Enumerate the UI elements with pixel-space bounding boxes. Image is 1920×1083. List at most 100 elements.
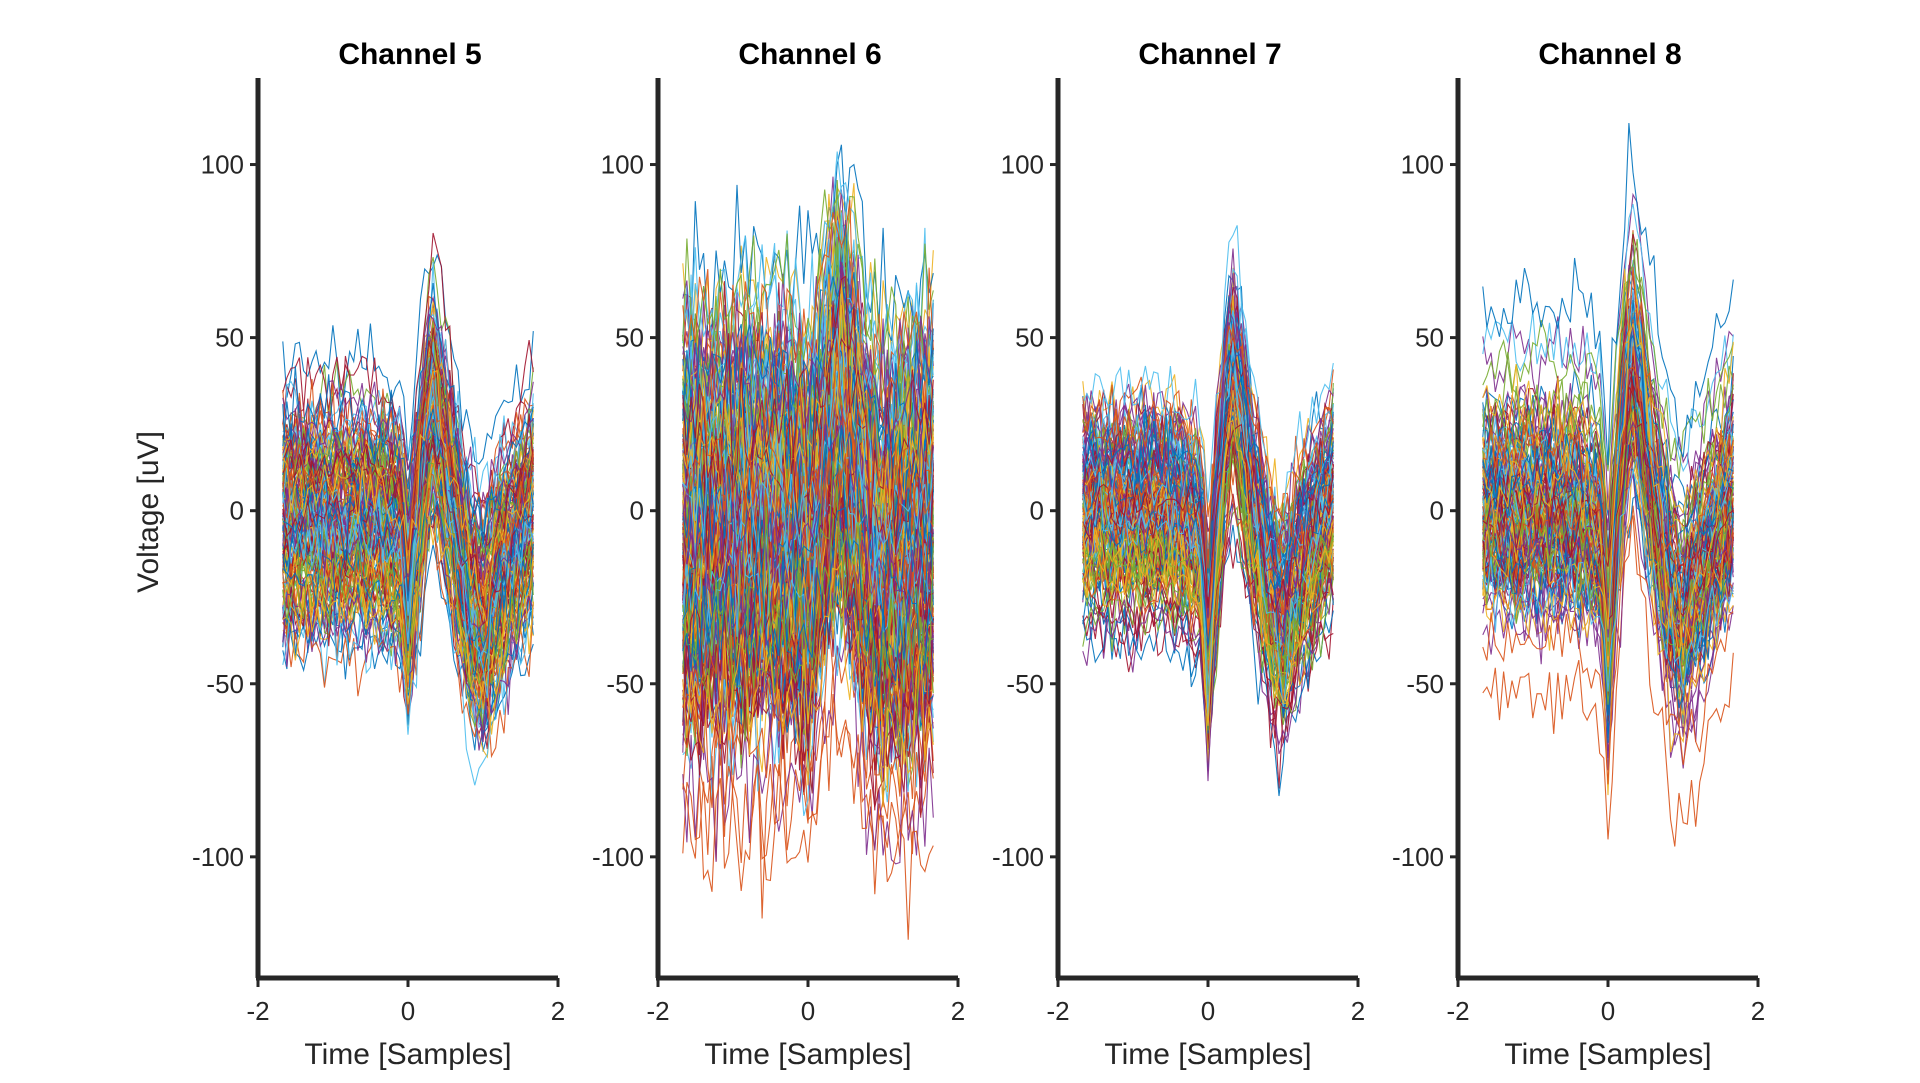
trace-line	[1482, 405, 1734, 743]
trace-line	[682, 393, 934, 620]
trace-line	[1082, 346, 1334, 597]
y-tick-label: 0	[1430, 496, 1444, 526]
x-tick-label: 0	[1201, 996, 1215, 1026]
y-tick-label: 100	[1401, 150, 1444, 180]
trace-line	[1082, 344, 1334, 587]
trace-line	[682, 506, 934, 696]
x-tick-label: 0	[1601, 996, 1615, 1026]
y-tick-label: -100	[992, 842, 1044, 872]
panel-2: Channel 6 -100 -50 0 50 100 -2 0 2 Time [Samples]	[592, 38, 965, 1071]
trace-line	[282, 466, 534, 786]
x-tick-label: 2	[1751, 996, 1765, 1026]
trace-line	[1482, 411, 1734, 667]
y-tick-label: -100	[592, 842, 644, 872]
trace-line	[682, 232, 934, 459]
trace-line	[1482, 268, 1734, 515]
waveform-traces	[682, 144, 934, 940]
y-tick-label: -50	[1006, 669, 1044, 699]
trace-line	[1482, 456, 1734, 694]
x-tick-label: 2	[551, 996, 565, 1026]
y-tick-label: 50	[1415, 323, 1444, 353]
trace-line	[1482, 515, 1734, 785]
x-tick-label: 0	[401, 996, 415, 1026]
x-axis-label: Time [Samples]	[304, 1038, 511, 1071]
trace-line	[1482, 122, 1734, 466]
x-tick-label: -2	[1446, 996, 1469, 1026]
x-axis-label: Time [Samples]	[1104, 1038, 1311, 1071]
y-tick-label: 50	[615, 323, 644, 353]
panel-title: Channel 7	[1138, 38, 1281, 71]
x-tick-label: 2	[951, 996, 965, 1026]
trace-line	[282, 282, 534, 542]
y-tick-label: -50	[206, 669, 244, 699]
trace-line	[1482, 406, 1734, 656]
waveform-traces	[1482, 122, 1734, 847]
y-tick-label: 50	[215, 323, 244, 353]
trace-line	[682, 461, 934, 694]
panel-3: Channel 7 -100 -50 0 50 100 -2 0 2 Time [Samples]	[992, 38, 1365, 1071]
trace-line	[682, 181, 934, 409]
trace-line	[1082, 460, 1334, 731]
trace-line	[282, 515, 534, 735]
trace-line	[1082, 225, 1334, 533]
y-tick-label: -100	[192, 842, 244, 872]
trace-line	[1482, 420, 1734, 638]
trace-line	[282, 253, 534, 465]
trace-line	[682, 219, 934, 436]
panel-title: Channel 6	[738, 38, 881, 71]
trace-line	[682, 305, 934, 523]
y-tick-label: -50	[606, 669, 644, 699]
x-tick-label: -2	[246, 996, 269, 1026]
trace-line	[282, 369, 534, 627]
trace-line	[1082, 390, 1334, 726]
y-tick-label: 50	[1015, 323, 1044, 353]
trace-line	[682, 200, 934, 447]
trace-line	[1482, 409, 1734, 796]
y-tick-label: 0	[1030, 496, 1044, 526]
y-axis-label: Voltage [uV]	[132, 431, 165, 593]
x-tick-label: 0	[801, 996, 815, 1026]
trace-line	[682, 275, 934, 556]
panels: Channel 5 -100 -50 0 50 100 -2 0 2 Time [Samples]…	[192, 38, 1765, 1071]
panel-1: Channel 5 -100 -50 0 50 100 -2 0 2 Time [Samples]	[192, 38, 565, 1071]
trace-line	[682, 560, 934, 808]
y-tick-label: 0	[630, 496, 644, 526]
trace-line	[1482, 232, 1734, 479]
y-tick-label: 100	[601, 150, 644, 180]
trace-line	[1082, 502, 1334, 772]
panel-4: Channel 8 -100 -50 0 50 100 -2 0 2 Time [Samples]	[1392, 38, 1765, 1071]
panel-title: Channel 5	[338, 38, 481, 71]
trace-line	[1082, 426, 1334, 690]
trace-line	[1082, 419, 1334, 726]
trace-line	[1082, 438, 1334, 749]
trace-line	[682, 388, 934, 623]
trace-line	[282, 507, 534, 759]
trace-line	[682, 693, 934, 940]
trace-line	[1482, 239, 1734, 593]
x-tick-label: -2	[646, 996, 669, 1026]
trace-line	[282, 500, 534, 678]
y-tick-label: 100	[1001, 150, 1044, 180]
trace-line	[682, 453, 934, 762]
x-axis-label: Time [Samples]	[1504, 1038, 1711, 1071]
trace-line	[1082, 325, 1334, 569]
trace-line	[682, 381, 934, 614]
trace-line	[682, 505, 934, 767]
trace-line	[1482, 355, 1734, 598]
panel-title: Channel 8	[1538, 38, 1681, 71]
trace-line	[682, 144, 934, 348]
x-tick-label: 2	[1351, 996, 1365, 1026]
trace-line	[1082, 368, 1334, 734]
trace-line	[682, 622, 934, 860]
trace-line	[282, 313, 534, 586]
trace-line	[1482, 323, 1734, 660]
waveform-traces	[282, 232, 534, 786]
trace-line	[1482, 505, 1734, 847]
trace-line	[682, 189, 934, 436]
x-axis-label: Time [Samples]	[704, 1038, 911, 1071]
trace-line	[282, 408, 534, 650]
trace-line	[1082, 423, 1334, 614]
trace-line	[282, 502, 534, 705]
trace-line	[1482, 298, 1734, 600]
